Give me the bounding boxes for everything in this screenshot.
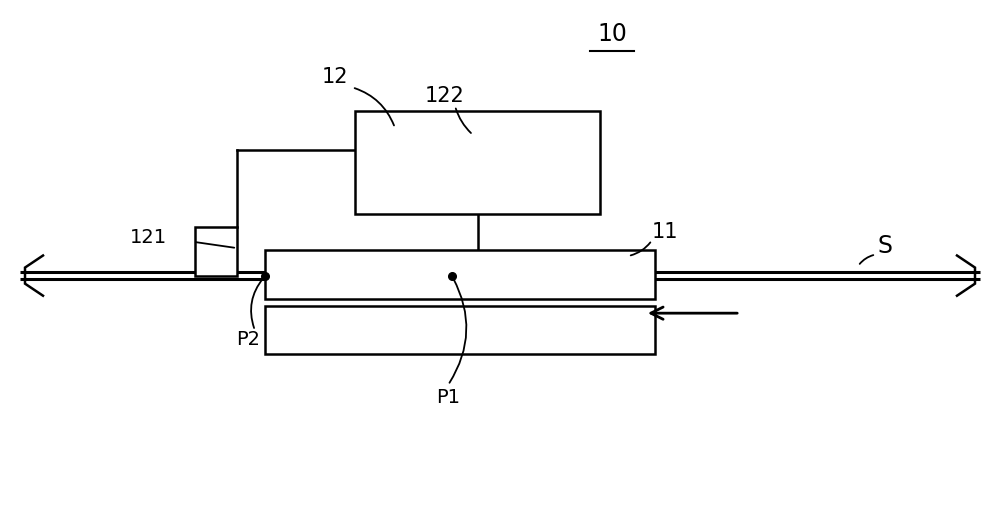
Text: 11: 11 bbox=[652, 222, 678, 242]
Text: 121: 121 bbox=[129, 228, 167, 247]
Text: P2: P2 bbox=[236, 330, 260, 349]
Text: 122: 122 bbox=[425, 86, 465, 106]
Text: 12: 12 bbox=[322, 67, 348, 87]
Text: P1: P1 bbox=[436, 388, 460, 407]
Bar bbox=[265, 250, 655, 299]
Text: S: S bbox=[878, 234, 893, 258]
Bar bbox=[355, 111, 600, 214]
Bar bbox=[265, 306, 655, 354]
Bar bbox=[195, 227, 237, 276]
Text: 10: 10 bbox=[597, 22, 627, 46]
